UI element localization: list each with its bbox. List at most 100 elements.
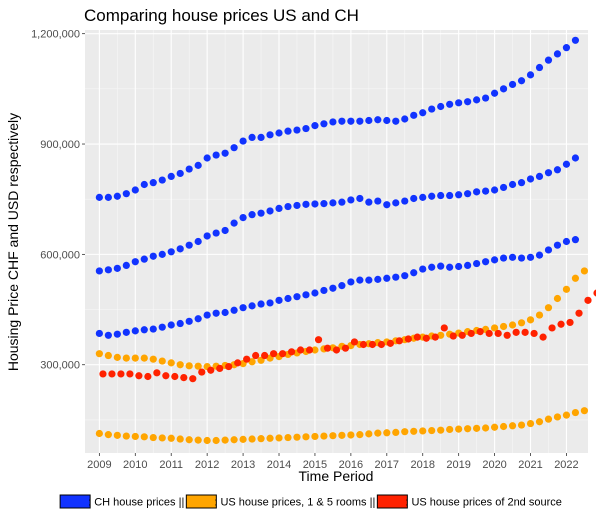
data-point [104,351,112,360]
data-point [212,151,220,159]
data-point [113,264,121,272]
data-point [311,200,319,208]
legend: : CH house prices ||: US house prices, 1… [59,494,562,509]
data-point [176,319,184,328]
data-point [158,434,166,442]
data-point [464,190,472,198]
data-point [212,436,220,445]
data-point [544,415,553,423]
data-point [176,435,184,443]
data-point [562,285,571,293]
data-point [350,338,359,346]
data-point [392,117,400,125]
data-point [104,431,112,439]
data-point [284,294,292,303]
data-point [392,273,400,281]
data-point [544,56,553,64]
data-point [329,199,337,207]
data-point [490,186,499,194]
data-point [503,331,511,339]
data-point [535,251,544,259]
data-point [122,261,130,270]
data-point [149,355,157,363]
data-point [302,291,310,299]
x-tick-label: 2012 [195,459,219,471]
data-point [401,428,409,436]
data-point [383,116,391,125]
data-point [266,299,274,307]
data-point [95,329,103,338]
data-points [95,36,596,445]
gridlines [85,30,588,453]
data-point [248,302,256,310]
x-tick-label: 2022 [554,459,578,471]
data-point [473,259,481,268]
data-point [431,333,439,341]
data-point [517,179,526,187]
data-point [131,258,139,266]
data-point [167,172,175,180]
data-point [449,332,457,340]
data-point [95,267,103,275]
x-tick-label: 2009 [87,459,111,471]
data-point [194,161,202,169]
legend-key [376,494,408,509]
data-point [234,359,242,367]
data-point [122,190,130,198]
data-point [446,425,454,434]
data-point [410,111,418,119]
x-axis: 2009 2010 2011 2012 2013 2014 2015 2016 2017 2018… [87,453,579,471]
data-point [553,50,562,58]
data-point [311,346,319,354]
data-point [167,248,175,256]
data-point [539,333,547,341]
data-point [131,327,139,335]
data-point [113,353,121,361]
data-point [517,421,526,429]
data-point [347,278,355,286]
data-point [419,193,427,201]
data-point [566,318,574,327]
data-point [557,320,565,328]
data-point [356,117,364,125]
y-tick-label: 1,200,000 [31,29,80,41]
data-point [535,418,544,426]
series-0-1 [95,154,580,275]
data-point [535,311,544,319]
data-point [104,331,112,339]
chart-title: Comparing house prices US and CH [84,6,359,25]
data-point [490,324,499,332]
data-point [419,265,427,273]
data-point [149,179,157,187]
data-point [320,120,328,128]
data-point [562,44,571,52]
data-point [571,36,580,44]
data-point [248,358,256,366]
data-point [410,194,418,203]
data-point [266,207,274,215]
data-point [95,193,103,201]
data-point [383,201,391,209]
data-point [499,85,508,93]
data-point [207,366,215,374]
data-point [230,144,238,152]
data-point [225,362,233,371]
data-point [296,346,305,354]
data-point [553,241,562,249]
data-point [140,180,148,189]
data-point [185,165,193,173]
data-point [476,328,484,336]
data-point [482,258,490,266]
series-0-2 [95,236,580,339]
data-point [499,183,508,192]
data-point [293,126,301,134]
data-point [571,154,580,162]
data-point [437,262,445,270]
data-point [512,328,520,336]
data-point [356,194,364,203]
data-point [508,253,517,261]
data-point [171,372,179,381]
data-point [149,252,157,260]
legend-key [185,494,217,509]
